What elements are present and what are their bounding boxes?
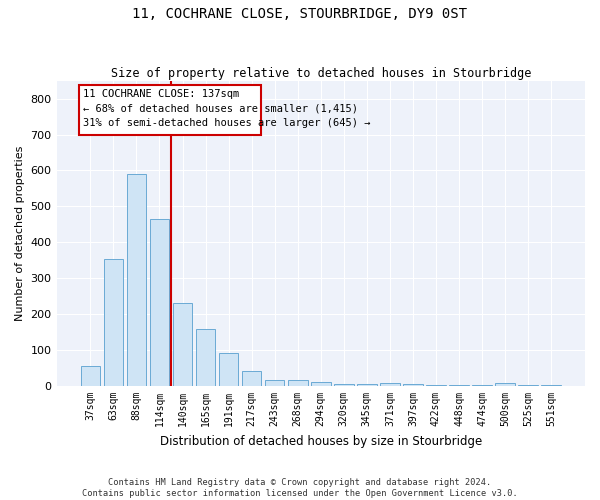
Bar [173,302,193,386]
Bar [104,258,123,386]
Text: 31% of semi-detached houses are larger (645) →: 31% of semi-detached houses are larger (… [83,118,370,128]
Bar [357,384,377,386]
Bar [403,384,423,386]
FancyBboxPatch shape [79,85,262,134]
Bar [496,383,515,386]
Y-axis label: Number of detached properties: Number of detached properties [15,146,25,321]
Bar [219,352,238,386]
Bar [196,328,215,386]
Bar [242,370,262,386]
Bar [127,174,146,386]
Text: 11, COCHRANE CLOSE, STOURBRIDGE, DY9 0ST: 11, COCHRANE CLOSE, STOURBRIDGE, DY9 0ST [133,8,467,22]
Bar [265,380,284,386]
Bar [334,384,353,386]
Bar [149,219,169,386]
Bar [80,366,100,386]
X-axis label: Distribution of detached houses by size in Stourbridge: Distribution of detached houses by size … [160,434,482,448]
Bar [311,382,331,386]
Text: 11 COCHRANE CLOSE: 137sqm: 11 COCHRANE CLOSE: 137sqm [83,90,239,100]
Text: Contains HM Land Registry data © Crown copyright and database right 2024.
Contai: Contains HM Land Registry data © Crown c… [82,478,518,498]
Bar [288,380,308,386]
Bar [380,383,400,386]
Text: ← 68% of detached houses are smaller (1,415): ← 68% of detached houses are smaller (1,… [83,104,358,114]
Title: Size of property relative to detached houses in Stourbridge: Size of property relative to detached ho… [110,66,531,80]
